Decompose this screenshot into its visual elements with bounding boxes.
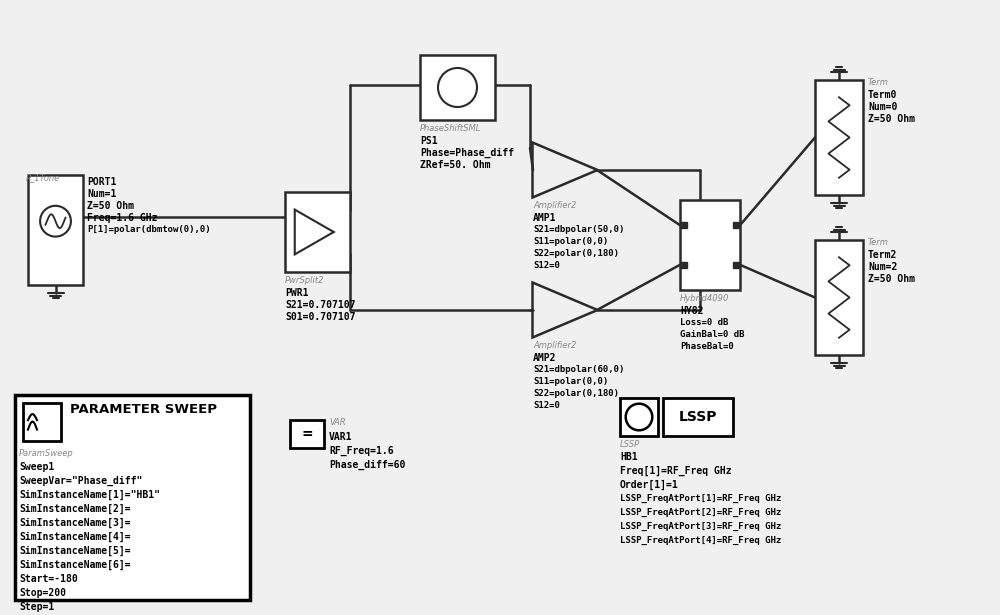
Text: S01=0.707107: S01=0.707107 xyxy=(285,312,356,322)
Text: S21=dbpolar(60,0): S21=dbpolar(60,0) xyxy=(533,365,624,374)
Bar xyxy=(620,398,658,436)
Text: P[1]=polar(dbmtow(0),0): P[1]=polar(dbmtow(0),0) xyxy=(87,225,211,234)
Text: Term2: Term2 xyxy=(868,250,897,260)
Text: Amplifier2: Amplifier2 xyxy=(533,201,576,210)
Text: HY82: HY82 xyxy=(680,306,704,316)
Bar xyxy=(680,200,740,290)
Bar xyxy=(290,420,324,448)
Text: P_1Tone: P_1Tone xyxy=(26,173,60,182)
Text: Order[1]=1: Order[1]=1 xyxy=(620,480,679,490)
Bar xyxy=(815,80,863,195)
Text: GainBal=0 dB: GainBal=0 dB xyxy=(680,330,744,339)
Text: S22=polar(0,180): S22=polar(0,180) xyxy=(533,249,619,258)
Text: Z=50 Ohm: Z=50 Ohm xyxy=(868,114,915,124)
Text: Term: Term xyxy=(868,238,889,247)
Text: LSSP_FreqAtPort[1]=RF_Freq GHz: LSSP_FreqAtPort[1]=RF_Freq GHz xyxy=(620,494,781,503)
Text: SimInstanceName[5]=: SimInstanceName[5]= xyxy=(19,546,131,556)
Text: Stop=200: Stop=200 xyxy=(19,588,66,598)
Text: =: = xyxy=(301,427,313,441)
Text: VAR: VAR xyxy=(329,418,346,427)
Text: Num=1: Num=1 xyxy=(87,189,116,199)
Bar xyxy=(285,192,350,272)
Bar xyxy=(815,240,863,355)
Text: Num=2: Num=2 xyxy=(868,262,897,272)
Text: SimInstanceName[4]=: SimInstanceName[4]= xyxy=(19,532,131,542)
Text: SimInstanceName[2]=: SimInstanceName[2]= xyxy=(19,504,131,514)
Bar xyxy=(23,403,61,441)
Text: SimInstanceName[6]=: SimInstanceName[6]= xyxy=(19,560,131,570)
Text: PWR1: PWR1 xyxy=(285,288,308,298)
Text: S21=dbpolar(50,0): S21=dbpolar(50,0) xyxy=(533,225,624,234)
Text: PARAMETER SWEEP: PARAMETER SWEEP xyxy=(70,403,217,416)
Text: S12=0: S12=0 xyxy=(533,401,560,410)
Text: S22=polar(0,180): S22=polar(0,180) xyxy=(533,389,619,398)
Text: ZRef=50. Ohm: ZRef=50. Ohm xyxy=(420,160,490,170)
Text: SweepVar="Phase_diff": SweepVar="Phase_diff" xyxy=(19,476,142,486)
Text: PhaseBal=0: PhaseBal=0 xyxy=(680,342,734,351)
Bar xyxy=(28,175,83,285)
Bar xyxy=(420,55,495,120)
Text: Sweep1: Sweep1 xyxy=(19,462,54,472)
Text: Z=50 Ohm: Z=50 Ohm xyxy=(868,274,915,284)
Text: VAR1: VAR1 xyxy=(329,432,352,442)
Text: S11=polar(0,0): S11=polar(0,0) xyxy=(533,377,608,386)
Text: AMP2: AMP2 xyxy=(533,353,556,363)
Bar xyxy=(663,398,733,436)
Text: LSSP_FreqAtPort[3]=RF_Freq GHz: LSSP_FreqAtPort[3]=RF_Freq GHz xyxy=(620,522,781,531)
Text: Start=-180: Start=-180 xyxy=(19,574,78,584)
Text: S12=0: S12=0 xyxy=(533,261,560,270)
Bar xyxy=(15,395,250,600)
Text: Term0: Term0 xyxy=(868,90,897,100)
Text: Amplifier2: Amplifier2 xyxy=(533,341,576,350)
Text: PS1: PS1 xyxy=(420,136,438,146)
Text: PORT1: PORT1 xyxy=(87,177,116,187)
Text: Term: Term xyxy=(868,78,889,87)
Text: Num=0: Num=0 xyxy=(868,102,897,112)
Text: Hybrid4090: Hybrid4090 xyxy=(680,294,729,303)
Text: LSSP: LSSP xyxy=(620,440,640,449)
Text: RF_Freq=1.6: RF_Freq=1.6 xyxy=(329,446,394,456)
Text: S11=polar(0,0): S11=polar(0,0) xyxy=(533,237,608,246)
Text: SimInstanceName[3]=: SimInstanceName[3]= xyxy=(19,518,131,528)
Text: AMP1: AMP1 xyxy=(533,213,556,223)
Text: Freq[1]=RF_Freq GHz: Freq[1]=RF_Freq GHz xyxy=(620,466,732,476)
Text: ParamSweep: ParamSweep xyxy=(19,449,74,458)
Text: Freq=1.6 GHz: Freq=1.6 GHz xyxy=(87,213,158,223)
Text: LSSP: LSSP xyxy=(679,410,717,424)
Text: Loss=0 dB: Loss=0 dB xyxy=(680,318,728,327)
Text: LSSP_FreqAtPort[2]=RF_Freq GHz: LSSP_FreqAtPort[2]=RF_Freq GHz xyxy=(620,508,781,517)
Text: PhaseShiftSML: PhaseShiftSML xyxy=(420,124,481,133)
Text: Phase=Phase_diff: Phase=Phase_diff xyxy=(420,148,514,158)
Text: Z=50 Ohm: Z=50 Ohm xyxy=(87,201,134,211)
Text: Step=1: Step=1 xyxy=(19,602,54,612)
Text: Phase_diff=60: Phase_diff=60 xyxy=(329,460,405,470)
Text: PwrSplit2: PwrSplit2 xyxy=(285,276,324,285)
Text: LSSP_FreqAtPort[4]=RF_Freq GHz: LSSP_FreqAtPort[4]=RF_Freq GHz xyxy=(620,536,781,545)
Text: HB1: HB1 xyxy=(620,452,638,462)
Text: SimInstanceName[1]="HB1": SimInstanceName[1]="HB1" xyxy=(19,490,160,500)
Text: S21=0.707107: S21=0.707107 xyxy=(285,300,356,310)
